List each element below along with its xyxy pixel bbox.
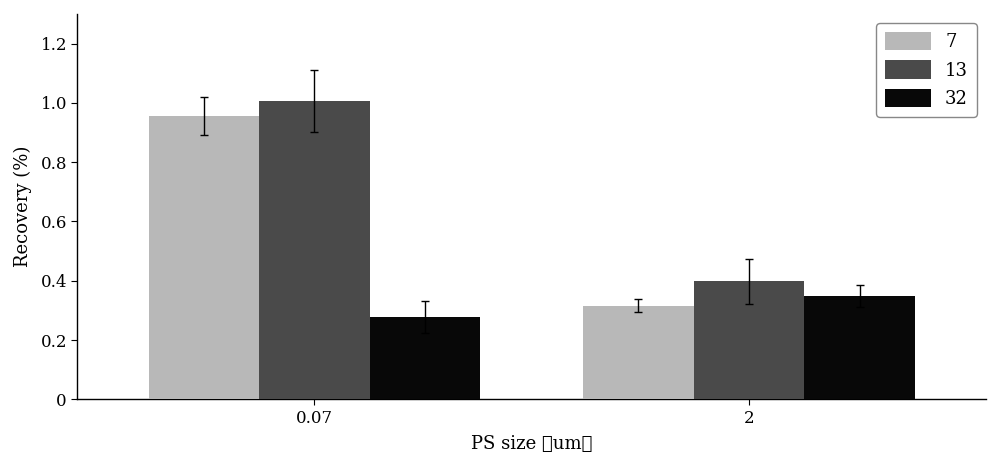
Bar [694, 281, 804, 399]
Y-axis label: Recovery (%): Recovery (%) [14, 146, 32, 267]
X-axis label: PS size （um）: PS size （um） [471, 435, 592, 453]
Bar [804, 296, 915, 399]
Bar [583, 306, 694, 399]
Bar [259, 101, 370, 399]
Bar [149, 116, 259, 399]
Legend: 7, 13, 32: 7, 13, 32 [876, 23, 977, 117]
Bar [370, 317, 480, 399]
